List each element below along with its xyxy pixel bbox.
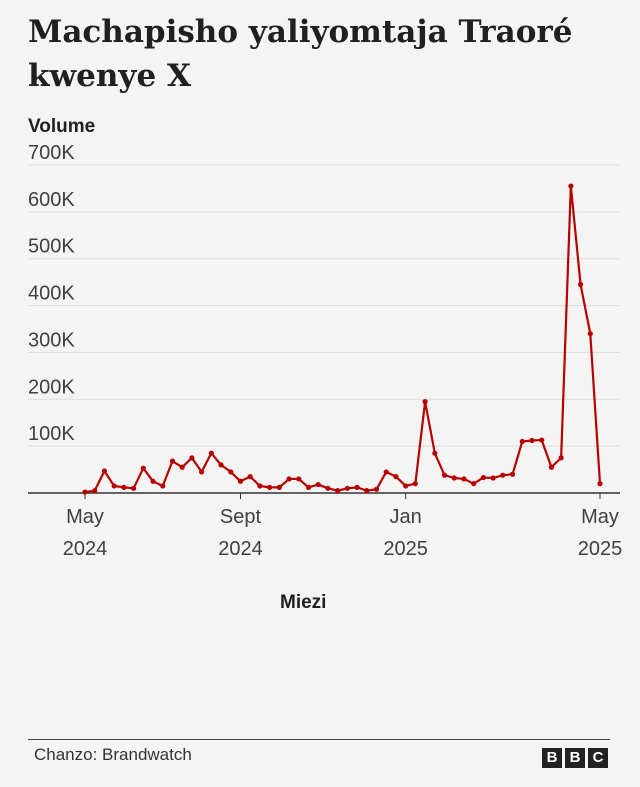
data-point <box>218 462 224 468</box>
chart-title: Machapisho yaliyomtaja Traoré kwenye X <box>28 14 573 94</box>
data-point <box>179 464 185 470</box>
data-point <box>548 464 555 470</box>
data-point <box>500 472 506 478</box>
data-point <box>383 469 389 475</box>
data-point <box>257 483 263 489</box>
data-point <box>587 331 593 337</box>
source: Chanzo: Brandwatch <box>34 745 192 764</box>
data-point <box>373 486 380 492</box>
data-point <box>529 437 535 444</box>
data-point <box>276 484 282 490</box>
logo-letter: C <box>588 748 608 768</box>
data-point <box>160 483 166 489</box>
data-point <box>237 478 244 484</box>
y-tick-label: 100K <box>28 423 75 445</box>
data-point <box>344 485 350 491</box>
data-point <box>286 476 292 482</box>
x-tick-label: Sept 2024 <box>218 506 263 560</box>
data-point <box>208 450 214 456</box>
x-tick-label: May 2025 <box>577 506 623 560</box>
data-point <box>539 437 545 443</box>
data-point <box>432 450 438 456</box>
logo-letter: B <box>565 748 585 768</box>
logo: B B C <box>542 748 608 768</box>
data-point <box>412 481 418 487</box>
data-point <box>199 469 205 475</box>
data-point <box>325 485 331 491</box>
y-tick-label: 300K <box>28 329 75 351</box>
data-point <box>296 476 302 482</box>
y-tick-label: 700K <box>28 142 75 164</box>
data-point <box>354 484 360 490</box>
data-point <box>82 489 88 495</box>
data-point <box>597 481 603 487</box>
data-point <box>267 484 273 490</box>
data-point <box>315 481 321 488</box>
data-point <box>121 484 127 490</box>
data-point <box>509 471 516 477</box>
data-point <box>111 483 117 489</box>
data-point <box>92 488 98 494</box>
data-line <box>84 184 602 494</box>
data-point <box>101 468 108 474</box>
data-point <box>558 455 564 461</box>
data-point <box>247 474 253 480</box>
data-point <box>519 438 525 445</box>
data-point <box>441 472 448 478</box>
data-point <box>490 475 496 481</box>
data-point <box>169 458 176 464</box>
x-tick-label: May 2024 <box>62 506 108 560</box>
data-point <box>422 399 428 405</box>
data-point <box>471 481 477 487</box>
footer-rule <box>28 739 610 740</box>
y-tick-label: 500K <box>28 236 75 258</box>
data-point <box>393 474 399 480</box>
data-point <box>461 476 467 482</box>
data-point <box>189 455 195 461</box>
x-axis-label: Miezi <box>280 592 327 613</box>
x-tick-label: Jan 2025 <box>383 506 428 560</box>
logo-letter: B <box>542 748 562 768</box>
y-axis-label: Volume <box>28 116 96 137</box>
data-point <box>451 475 457 481</box>
y-tick-label: 200K <box>28 376 75 398</box>
y-tick-label: 400K <box>28 283 75 305</box>
data-point <box>335 488 341 494</box>
data-point <box>150 478 156 484</box>
data-point <box>228 469 234 475</box>
data-point <box>577 281 584 288</box>
data-point <box>403 483 409 489</box>
y-tick-label: 600K <box>28 189 75 211</box>
data-point <box>364 488 370 494</box>
data-point <box>130 485 137 491</box>
data-point <box>480 474 486 481</box>
data-point <box>140 465 146 471</box>
data-point <box>305 484 312 490</box>
data-point <box>568 183 574 189</box>
